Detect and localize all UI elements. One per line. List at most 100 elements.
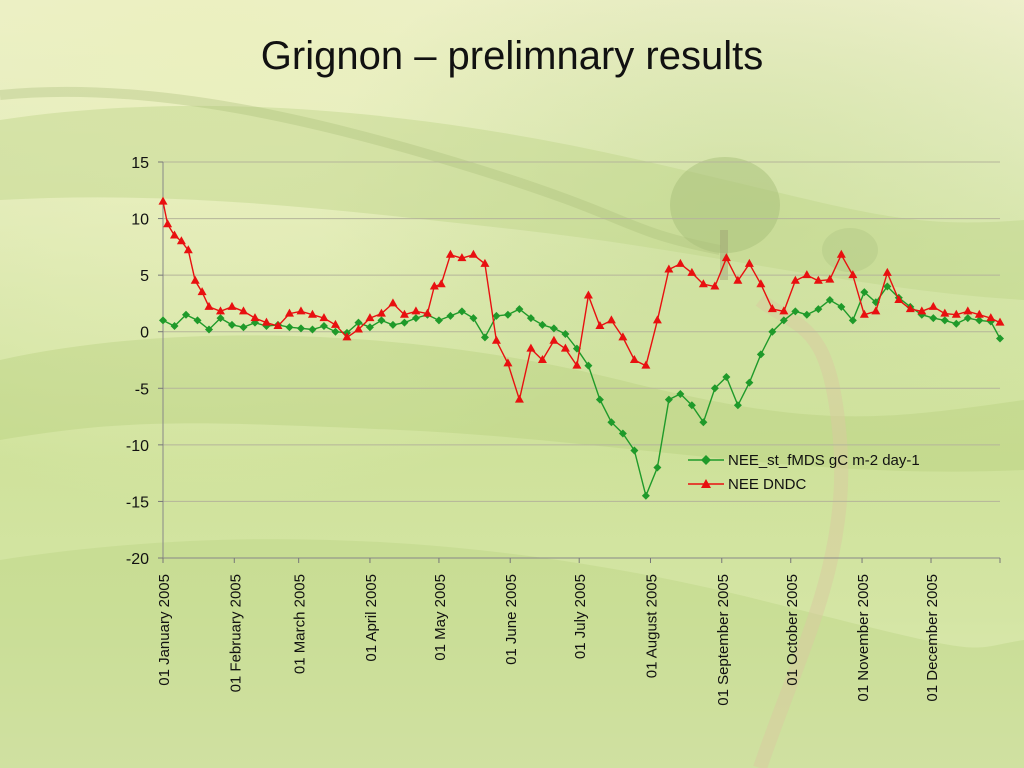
data-point <box>584 361 593 370</box>
data-point <box>882 267 892 276</box>
y-tick-label: -10 <box>126 438 149 455</box>
data-point <box>503 310 512 319</box>
legend-label-dndc: NEE DNDC <box>728 475 807 493</box>
data-point <box>163 219 173 228</box>
data-point <box>561 329 570 338</box>
x-tick-label: 01 March 2005 <box>292 574 309 674</box>
data-point <box>710 281 720 290</box>
data-point <box>170 322 179 331</box>
data-point <box>457 253 467 262</box>
y-tick-label: 15 <box>131 155 149 172</box>
data-point <box>238 306 248 315</box>
chart-legend: NEE_st_fMDS gC m-2 day-1 NEE DNDC <box>688 448 988 496</box>
data-point <box>538 320 547 329</box>
x-tick-label: 01 October 2005 <box>784 574 801 686</box>
data-point <box>790 275 800 284</box>
data-point <box>436 279 446 288</box>
data-point <box>951 309 961 318</box>
data-point <box>975 316 984 325</box>
data-point <box>429 281 439 290</box>
data-point <box>353 324 363 333</box>
data-point <box>837 302 846 311</box>
data-point <box>261 317 271 326</box>
data-point <box>468 249 478 258</box>
data-point <box>181 310 190 319</box>
x-tick-label: 01 May 2005 <box>432 574 449 661</box>
data-point <box>756 279 766 288</box>
data-point <box>848 316 857 325</box>
data-point <box>996 334 1004 343</box>
data-point <box>158 196 168 205</box>
x-tick-label: 01 September 2005 <box>715 574 732 706</box>
data-point <box>995 317 1005 326</box>
legend-item-fmds: NEE_st_fMDS gC m-2 day-1 <box>688 448 988 472</box>
x-axis-ticks: 01 January 2005 01 February 2005 01 March … <box>156 558 1001 706</box>
data-point <box>710 384 719 393</box>
data-point <box>526 314 535 323</box>
data-point <box>595 395 604 404</box>
data-point <box>699 418 708 427</box>
data-point <box>917 306 927 315</box>
data-point <box>630 446 639 455</box>
data-point <box>388 298 398 307</box>
data-point <box>813 275 823 284</box>
x-tick-label: 01 June 2005 <box>503 574 520 665</box>
data-point <box>618 332 628 341</box>
y-tick-label: 5 <box>140 268 149 285</box>
data-point <box>676 389 685 398</box>
data-point <box>331 327 340 336</box>
data-point <box>365 313 375 322</box>
data-point <box>733 275 743 284</box>
data-point <box>215 306 225 315</box>
data-point <box>273 321 283 330</box>
data-point <box>307 309 317 318</box>
data-point <box>445 249 455 258</box>
data-point <box>687 267 697 276</box>
x-tick-label: 01 April 2005 <box>363 574 380 662</box>
data-point <box>653 463 662 472</box>
data-point <box>986 313 996 322</box>
data-point <box>204 301 214 310</box>
y-tick-label: -15 <box>126 494 149 511</box>
data-point <box>457 307 466 316</box>
data-point <box>400 318 409 327</box>
x-tick-label: 01 August 2005 <box>643 574 660 678</box>
page-title: Grignon – prelimnary results <box>260 34 764 78</box>
x-tick-label: 01 February 2005 <box>227 574 244 692</box>
data-point <box>802 310 811 319</box>
data-point <box>537 355 547 363</box>
data-point <box>894 295 904 304</box>
data-point <box>629 355 639 363</box>
data-point <box>687 401 696 410</box>
data-point <box>652 315 662 324</box>
x-tick-label: 01 July 2005 <box>572 574 589 659</box>
data-point <box>744 258 754 267</box>
data-point <box>159 316 167 325</box>
data-point <box>434 316 443 325</box>
data-point <box>583 290 593 299</box>
data-point <box>446 311 455 320</box>
data-point <box>491 335 501 344</box>
y-tick-label: 10 <box>131 212 149 229</box>
data-point <box>779 316 788 325</box>
data-point <box>664 395 673 404</box>
series-0 <box>159 282 1004 500</box>
data-point <box>296 324 305 333</box>
data-point <box>768 327 777 336</box>
data-point <box>825 274 835 283</box>
data-point <box>860 288 869 297</box>
data-point <box>641 360 651 369</box>
y-axis-ticks: 15 10 5 0 -5 -10 -15 -20 <box>126 155 163 568</box>
data-point <box>767 304 777 313</box>
data-point <box>802 270 812 279</box>
data-point <box>859 309 869 318</box>
data-point <box>641 491 650 500</box>
data-point <box>388 320 397 329</box>
data-point <box>572 360 582 369</box>
y-tick-label: -5 <box>135 381 149 398</box>
data-point <box>733 401 742 410</box>
data-point <box>399 309 409 318</box>
data-point <box>183 245 193 254</box>
